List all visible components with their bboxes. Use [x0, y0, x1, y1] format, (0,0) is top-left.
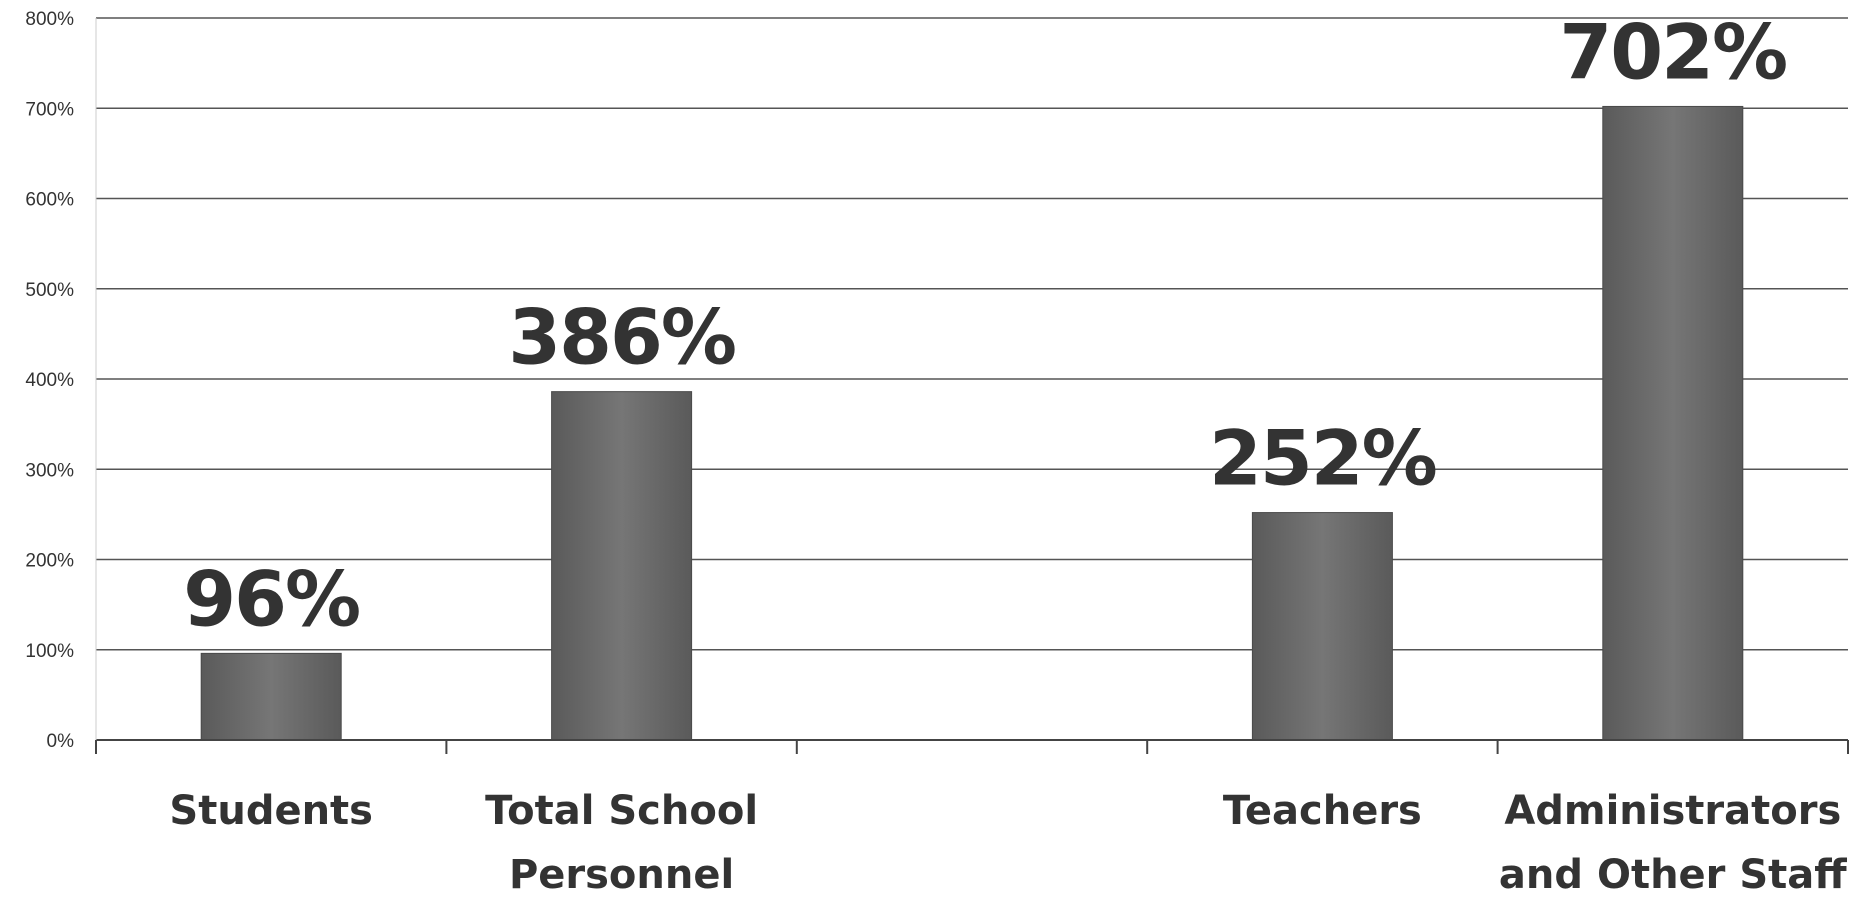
- x-axis: [95, 18, 1849, 754]
- y-tick-label: 800%: [25, 9, 74, 30]
- y-tick-label: 500%: [25, 280, 74, 301]
- category-label: Administrators: [1504, 788, 1841, 834]
- category-labels: Students Total School Personnel Teachers Adm…: [169, 788, 1847, 898]
- category-label: Students: [169, 788, 373, 834]
- data-label: 96%: [183, 554, 359, 643]
- y-tick-label: 400%: [25, 370, 74, 391]
- y-tick-label: 200%: [25, 551, 74, 572]
- category-label: Teachers: [1223, 788, 1422, 834]
- bar: [1602, 105, 1744, 741]
- data-label: 386%: [508, 293, 735, 382]
- category-label: and Other Staff: [1499, 852, 1847, 898]
- bar: [1251, 512, 1393, 741]
- bar: [200, 652, 342, 741]
- y-tick-label: 300%: [25, 460, 74, 481]
- data-label: 252%: [1209, 414, 1436, 503]
- bars: [200, 105, 1744, 741]
- y-tick-label: 100%: [25, 641, 74, 662]
- y-tick-label: 0%: [47, 731, 75, 752]
- category-label: Personnel: [509, 852, 734, 898]
- y-tick-label: 600%: [25, 190, 74, 211]
- bar: [551, 391, 693, 741]
- y-tick-label: 700%: [25, 99, 74, 120]
- category-label: Total School: [485, 788, 758, 834]
- y-axis-tick-labels: 0% 100% 200% 300% 400% 500% 600% 700% 800%: [25, 9, 74, 752]
- data-label: 702%: [1559, 7, 1786, 96]
- gridlines: [96, 17, 1848, 651]
- data-labels: 96% 386% 252% 702%: [183, 7, 1788, 643]
